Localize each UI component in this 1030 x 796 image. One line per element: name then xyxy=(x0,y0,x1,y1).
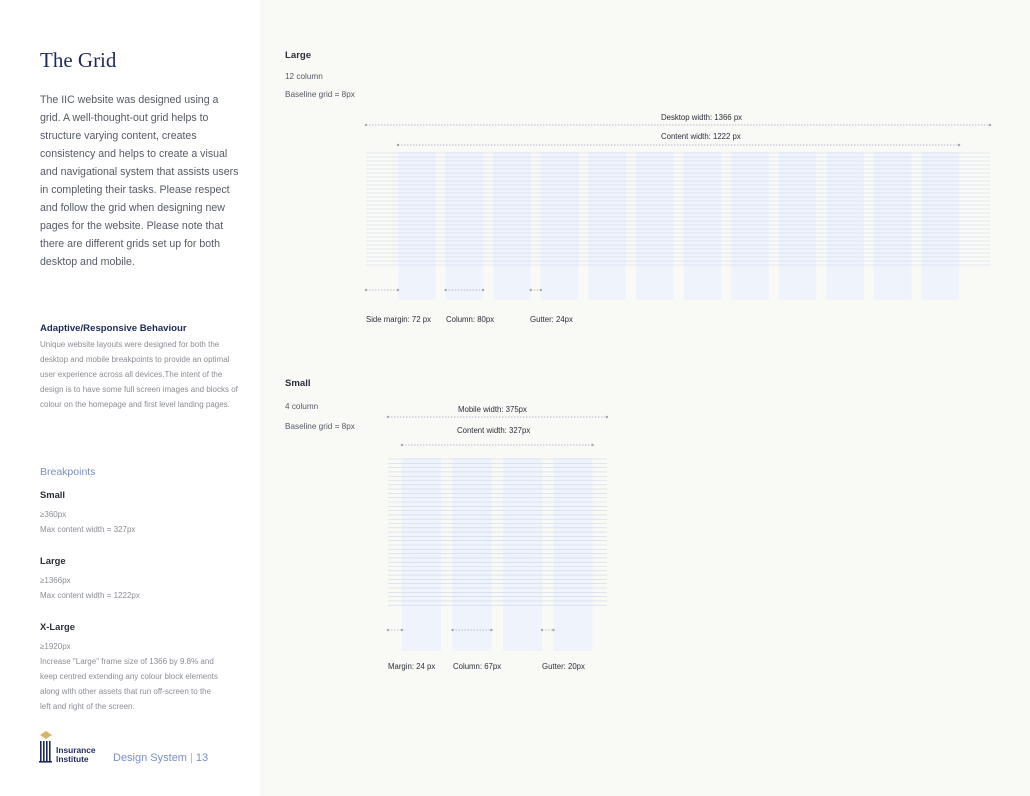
small-grid-baseline: Baseline grid = 8px xyxy=(285,422,355,431)
grid-column xyxy=(540,152,579,300)
small-grid-heading: Small xyxy=(285,378,311,389)
column-dimension-end xyxy=(481,288,485,292)
large-side-margin-label: Side margin: 72 px xyxy=(366,315,432,324)
adaptive-heading: Adaptive/Responsive Behaviour xyxy=(40,323,187,334)
grid-column xyxy=(398,152,436,300)
small-mobile-width-label: Mobile width: 375px xyxy=(458,405,527,414)
grid-column xyxy=(452,458,492,651)
logo-line-2: Institute xyxy=(56,754,89,764)
full-width-dimension-end xyxy=(605,415,609,419)
large-grid-columns: 12 column xyxy=(285,72,323,81)
grid-column xyxy=(503,458,542,651)
footer: Design System | 13 xyxy=(113,752,208,764)
logo-diamond-icon xyxy=(40,731,52,739)
breakpoints-heading: Breakpoints xyxy=(40,466,96,478)
breakpoint-xlarge-body: Increase "Large" frame size of 1366 by 9… xyxy=(40,657,218,711)
footer-separator: | xyxy=(189,752,193,764)
full-width-dimension-start xyxy=(364,123,368,127)
margin-dimension-start xyxy=(386,628,390,632)
footer-page-number: 13 xyxy=(195,752,209,764)
full-width-dimension-start xyxy=(386,415,390,419)
logo-line-1: Insurance xyxy=(56,745,96,755)
footer-label: Design System xyxy=(113,752,187,764)
small-grid-columns: 4 column xyxy=(285,402,319,411)
sidebar-panel: The Grid The IIC website was designed us… xyxy=(0,0,260,796)
breakpoint-small-min: ≥360px xyxy=(40,510,67,519)
breakpoint-large-max: Max content width = 1222px xyxy=(40,591,140,600)
margin-dimension-end xyxy=(396,288,400,292)
page-title: The Grid xyxy=(40,48,117,72)
gutter-dimension-end xyxy=(552,628,555,632)
large-grid-diagram xyxy=(364,123,992,300)
large-content-width-label: Content width: 1222 px xyxy=(661,132,741,141)
large-desktop-width-label: Desktop width: 1366 px xyxy=(661,113,743,122)
full-width-dimension-end xyxy=(988,123,992,127)
small-grid-diagram xyxy=(386,415,609,651)
large-column-label: Column: 80px xyxy=(446,315,495,324)
column-dimension-end xyxy=(490,628,493,632)
content-width-dimension-end xyxy=(957,143,961,147)
content-width-dimension-end xyxy=(591,443,594,447)
large-grid-baseline: Baseline grid = 8px xyxy=(285,90,355,99)
breakpoint-xlarge-heading: X-Large xyxy=(40,621,75,632)
gutter-dimension-start xyxy=(540,628,544,632)
grid-column xyxy=(921,152,960,300)
small-content-width-label: Content width: 327px xyxy=(457,426,531,435)
grid-column xyxy=(874,152,912,300)
grid-column xyxy=(731,152,769,300)
intro-paragraph: The IIC website was designed using a gri… xyxy=(40,94,239,268)
grid-column xyxy=(553,458,593,651)
small-margin-label: Margin: 24 px xyxy=(388,662,436,671)
breakpoint-small-max: Max content width = 327px xyxy=(40,525,136,534)
insurance-institute-logo xyxy=(39,731,52,763)
gutter-dimension-start xyxy=(529,288,532,292)
breakpoint-large-heading: Large xyxy=(40,555,66,566)
grid-column xyxy=(778,152,817,300)
adaptive-body: Unique website layouts were designed for… xyxy=(40,340,238,409)
margin-dimension-end xyxy=(400,628,404,632)
grid-column xyxy=(636,152,674,300)
content-width-dimension-start xyxy=(400,443,404,447)
grid-column xyxy=(402,458,441,651)
small-gutter-label: Gutter: 20px xyxy=(542,662,585,671)
column-dimension-start xyxy=(444,288,447,292)
grid-column xyxy=(445,152,484,300)
grid-column xyxy=(826,152,864,300)
large-gutter-label: Gutter: 24px xyxy=(530,315,573,324)
large-grid-heading: Large xyxy=(285,50,312,61)
gutter-dimension-end xyxy=(539,288,542,292)
column-dimension-start xyxy=(451,628,454,632)
breakpoint-large-min: ≥1366px xyxy=(40,576,71,585)
grid-column xyxy=(588,152,626,300)
content-width-dimension-start xyxy=(396,143,400,147)
small-column-label: Column: 67px xyxy=(453,662,502,671)
margin-dimension-start xyxy=(364,288,368,292)
logo-wordmark: Insurance Institute xyxy=(56,746,96,764)
grid-column xyxy=(683,152,722,300)
grid-column xyxy=(493,152,531,300)
breakpoint-small-heading: Small xyxy=(40,489,66,500)
breakpoint-xlarge-min: ≥1920px xyxy=(40,642,71,651)
